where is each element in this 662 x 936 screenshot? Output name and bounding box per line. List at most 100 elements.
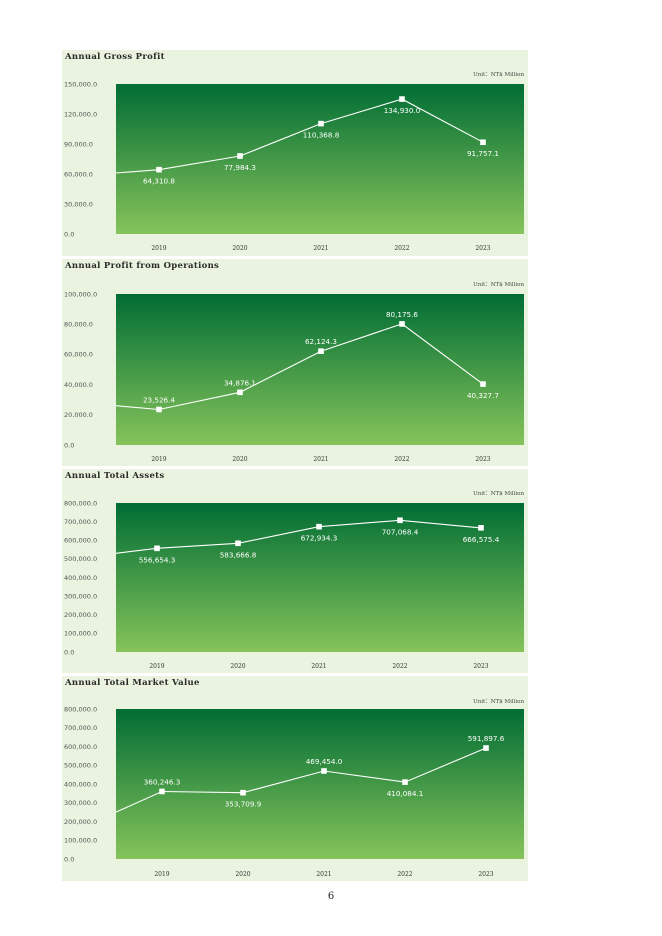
data-point-marker xyxy=(397,517,403,524)
data-label: 707,068.4 xyxy=(382,527,419,536)
data-point-marker xyxy=(321,768,327,774)
y-tick-label: 0.0 xyxy=(64,648,74,656)
data-point-marker xyxy=(402,779,408,785)
x-tick-label: 2020 xyxy=(232,245,247,252)
chart-panel-total-market-value: Annual Total Market Value Unit：NT$ Milli… xyxy=(62,676,528,881)
data-label: 666,575.4 xyxy=(463,535,500,544)
data-label: 110,368.8 xyxy=(303,131,340,140)
x-tick-label: 2019 xyxy=(151,245,166,252)
x-tick-label: 2023 xyxy=(478,871,493,878)
data-label: 64,310.8 xyxy=(143,177,175,186)
profit-from-operations-chart: 0.0 20,000.0 40,000.0 60,000.0 80,000.0 100,0… xyxy=(64,290,524,463)
y-tick-label: 20,000.0 xyxy=(64,411,93,419)
gross-profit-chart: 0.0 30,000.0 60,000.0 90,000.0 120,000.0 150,… xyxy=(64,80,524,252)
chart-panel-gross-profit: Annual Gross Profit Unit：NT$ Million 0.0… xyxy=(62,50,528,256)
x-tick-label: 2020 xyxy=(230,663,245,670)
x-tick-label: 2023 xyxy=(475,456,490,463)
y-tick-label: 100,000.0 xyxy=(64,630,97,638)
x-tick-label: 2021 xyxy=(313,456,328,463)
y-tick-label: 400,000.0 xyxy=(64,574,97,582)
data-point-marker xyxy=(480,139,486,146)
x-tick-label: 2023 xyxy=(473,663,488,670)
y-tick-label: 300,000.0 xyxy=(64,799,97,807)
chart-title: Annual Total Market Value xyxy=(65,678,200,688)
data-label: 80,175.6 xyxy=(386,310,418,319)
plot-area xyxy=(116,294,524,445)
data-point-marker xyxy=(480,381,486,387)
chart-title: Annual Total Assets xyxy=(65,471,165,481)
x-tick-label: 2019 xyxy=(151,456,166,463)
data-point-marker xyxy=(240,789,246,796)
x-tick-label: 2021 xyxy=(316,871,331,878)
y-tick-label: 60,000.0 xyxy=(64,170,93,178)
y-tick-label: 150,000.0 xyxy=(64,80,97,88)
data-point-marker xyxy=(478,525,484,531)
y-tick-label: 200,000.0 xyxy=(64,818,97,826)
series-line xyxy=(115,747,487,813)
data-label: 91,757.1 xyxy=(467,149,499,158)
y-tick-label: 700,000.0 xyxy=(64,724,97,732)
y-tick-label: 800,000.0 xyxy=(64,705,97,713)
y-tick-label: 100,000.0 xyxy=(64,290,97,298)
chart-title: Annual Gross Profit xyxy=(65,52,165,62)
x-tick-label: 2020 xyxy=(232,456,247,463)
y-tick-label: 60,000.0 xyxy=(64,351,93,359)
y-tick-label: 0.0 xyxy=(64,855,74,863)
y-tick-label: 0.0 xyxy=(64,441,74,449)
y-tick-label: 80,000.0 xyxy=(64,321,93,329)
x-tick-label: 2019 xyxy=(149,663,164,670)
page-number: 6 xyxy=(327,891,335,902)
chart-panel-profit-from-operations: Annual Profit from Operations Unit：NT$ M… xyxy=(62,259,528,466)
data-label: 23,526.4 xyxy=(143,395,175,404)
data-point-marker xyxy=(483,745,489,751)
data-label: 40,327.7 xyxy=(467,391,499,400)
data-label: 34,876.1 xyxy=(224,378,256,387)
data-point-marker xyxy=(237,389,243,396)
data-label: 62,124.3 xyxy=(305,337,337,346)
y-tick-label: 600,000.0 xyxy=(64,743,97,751)
total-assets-chart: 0.0 100,000.0 200,000.0 300,000.0 400,000.0 5… xyxy=(64,499,524,670)
y-tick-label: 0.0 xyxy=(64,230,74,238)
y-tick-label: 40,000.0 xyxy=(64,381,93,389)
chart-title: Annual Profit from Operations xyxy=(65,261,220,271)
x-tick-label: 2022 xyxy=(394,456,409,463)
y-tick-label: 30,000.0 xyxy=(64,200,93,208)
x-tick-label: 2021 xyxy=(313,245,328,252)
y-tick-label: 400,000.0 xyxy=(64,780,97,788)
data-label: 469,454.0 xyxy=(306,757,343,766)
x-tick-label: 2023 xyxy=(475,245,490,252)
y-tick-label: 90,000.0 xyxy=(64,140,93,148)
data-point-marker xyxy=(156,406,162,413)
x-tick-label: 2022 xyxy=(397,871,412,878)
data-label: 591,897.6 xyxy=(468,734,505,743)
series-line xyxy=(115,323,484,411)
data-label: 353,709.9 xyxy=(225,800,262,809)
y-tick-label: 800,000.0 xyxy=(64,499,97,507)
total-market-value-chart: 0.0 100,000.0 200,000.0 300,000.0 400,000.0 5… xyxy=(64,705,524,878)
plot-area xyxy=(116,84,524,234)
chart-panel-total-assets: Annual Total Assets Unit：NT$ Million 0.0… xyxy=(62,469,528,673)
x-tick-label: 2019 xyxy=(154,871,169,878)
series-line xyxy=(115,98,484,174)
y-tick-label: 500,000.0 xyxy=(64,762,97,770)
data-label: 77,984.3 xyxy=(224,163,256,172)
unit-label: Unit：NT$ Million xyxy=(473,72,524,78)
y-tick-label: 120,000.0 xyxy=(64,110,97,118)
data-point-marker xyxy=(399,96,405,102)
data-label: 672,934.3 xyxy=(301,534,338,543)
data-point-marker xyxy=(318,120,324,127)
data-label: 410,084.1 xyxy=(387,789,424,798)
y-tick-label: 600,000.0 xyxy=(64,537,97,545)
data-point-marker xyxy=(399,321,405,327)
x-tick-label: 2021 xyxy=(311,663,326,670)
data-point-marker xyxy=(318,348,324,354)
data-point-marker xyxy=(237,153,243,159)
y-tick-label: 500,000.0 xyxy=(64,555,97,563)
data-point-marker xyxy=(235,540,241,547)
unit-label: Unit：NT$ Million xyxy=(473,491,524,497)
unit-label: Unit：NT$ Million xyxy=(473,282,524,288)
x-tick-label: 2022 xyxy=(392,663,407,670)
x-tick-label: 2020 xyxy=(235,871,250,878)
data-point-marker xyxy=(154,545,160,552)
x-tick-label: 2022 xyxy=(394,245,409,252)
